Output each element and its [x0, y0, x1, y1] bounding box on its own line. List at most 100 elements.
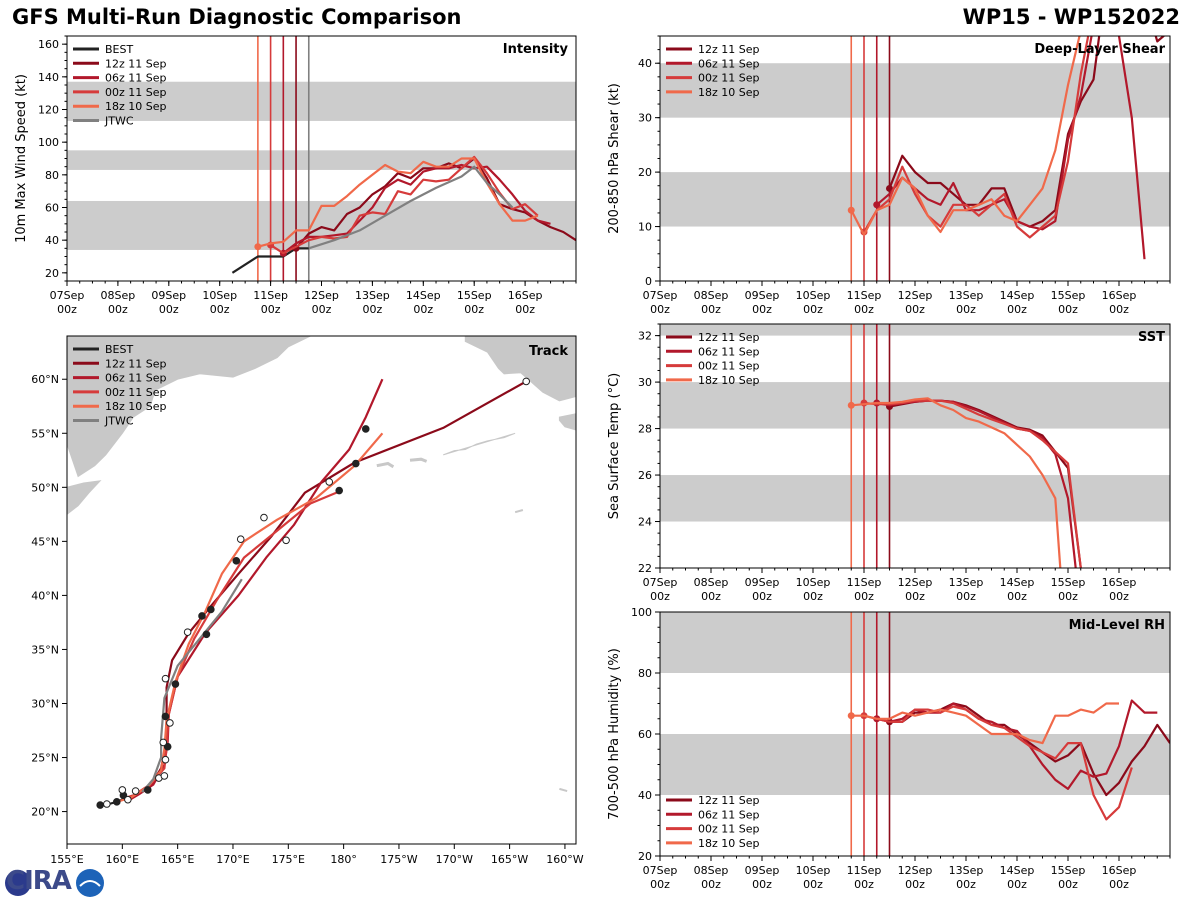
shaded-band: [660, 475, 1170, 522]
track-position-marker: [161, 712, 170, 721]
track-position-marker: [166, 719, 174, 727]
x-tick-sublabel: 00z: [1007, 878, 1027, 891]
series-line-run_06z_11sep: [876, 699, 1158, 791]
x-tick-sublabel: 00z: [108, 303, 128, 316]
x-tick-label: 09Sep: [745, 576, 780, 589]
track-line-run_18z_10sep: [119, 432, 384, 802]
shaded-band: [67, 81, 576, 121]
y-tick-label: 20: [638, 850, 652, 863]
series-line-run_00z_11sep: [863, 399, 1082, 568]
x-tick-sublabel: 00z: [650, 590, 670, 603]
track-position-marker: [171, 680, 180, 688]
x-tick-sublabel: 00z: [515, 303, 535, 316]
x-tick-label: 13Sep: [355, 289, 390, 302]
track-position-marker: [118, 786, 127, 794]
x-tick-label: 165°E: [161, 853, 194, 866]
init-marker-run_18z_10sep: [847, 712, 855, 720]
land-mass: [443, 432, 516, 456]
legend-label: 12z 11 Sep: [698, 794, 760, 807]
track-line-jtwc: [141, 578, 243, 793]
track-position-marker: [112, 798, 121, 806]
x-tick-sublabel: 00z: [905, 590, 925, 603]
x-tick-label: 10Sep: [796, 864, 831, 877]
track-position-marker: [352, 459, 360, 468]
series-line-run_18z_10sep: [851, 702, 1119, 745]
y-tick-label: 45°N: [31, 535, 59, 548]
track-position-marker: [183, 628, 192, 636]
x-tick-label: 11Sep: [253, 289, 288, 302]
legend-label: 06z 11 Sep: [698, 808, 760, 821]
x-tick-label: 13Sep: [949, 289, 984, 302]
x-tick-label: 07Sep: [643, 289, 678, 302]
rh-panel: 2040608010007Sep00z08Sep00z09Sep00z10Sep…: [607, 606, 1171, 891]
island: [514, 509, 524, 514]
y-tick-label: 10: [638, 221, 652, 234]
y-tick-label: 140: [38, 71, 59, 84]
legend-label: 00z 11 Sep: [698, 360, 760, 373]
legend-label: 06z 11 Sep: [105, 72, 167, 85]
x-tick-label: 12Sep: [898, 289, 933, 302]
x-tick-sublabel: 00z: [1109, 878, 1129, 891]
logo-globe: [5, 870, 31, 896]
y-tick-label: 28: [638, 423, 652, 436]
shaded-band: [67, 200, 576, 250]
panel-title: Deep-Layer Shear: [1034, 42, 1165, 57]
x-tick-label: 10Sep: [796, 289, 831, 302]
y-tick-label: 60: [45, 202, 59, 215]
track-position-marker: [198, 612, 206, 620]
x-tick-sublabel: 00z: [363, 303, 383, 316]
x-tick-sublabel: 00z: [650, 303, 670, 316]
x-tick-label: 10Sep: [202, 289, 237, 302]
x-tick-label: 09Sep: [151, 289, 186, 302]
y-tick-label: 40: [45, 234, 59, 247]
y-tick-label: 80: [638, 667, 652, 680]
track-position-marker: [202, 630, 211, 639]
track-line-run_00z_11sep: [121, 489, 342, 800]
y-tick-label: 30: [638, 376, 652, 389]
x-tick-sublabel: 00z: [956, 878, 976, 891]
x-tick-label: 14Sep: [406, 289, 441, 302]
storm-id-title: WP15 - WP152022: [962, 5, 1180, 29]
x-tick-label: 11Sep: [847, 576, 882, 589]
x-tick-label: 16Sep: [1102, 289, 1137, 302]
x-tick-label: 07Sep: [643, 864, 678, 877]
legend-label: JTWC: [104, 115, 134, 128]
shaded-band: [660, 734, 1170, 795]
track-position-marker: [159, 738, 168, 747]
y-tick-label: 50°N: [31, 481, 59, 494]
island: [559, 787, 568, 793]
y-tick-label: 26: [638, 469, 652, 482]
y-tick-label: 100: [631, 606, 652, 619]
track-position-marker: [325, 478, 334, 486]
legend-label: BEST: [105, 43, 133, 56]
x-tick-sublabel: 00z: [905, 303, 925, 316]
x-tick-sublabel: 00z: [159, 303, 179, 316]
track-position-marker: [282, 536, 290, 545]
x-tick-label: 11Sep: [847, 289, 882, 302]
x-tick-label: 08Sep: [694, 289, 729, 302]
shaded-band: [660, 382, 1170, 429]
x-tick-sublabel: 00z: [752, 878, 772, 891]
track-position-marker: [124, 795, 132, 804]
y-tick-label: 35°N: [31, 643, 59, 656]
x-tick-label: 14Sep: [1000, 864, 1035, 877]
x-tick-sublabel: 00z: [956, 303, 976, 316]
x-tick-sublabel: 00z: [752, 590, 772, 603]
legend-label: 00z 11 Sep: [698, 823, 760, 836]
track-position-marker: [361, 425, 370, 433]
legend-label: 18z 10 Sep: [698, 837, 760, 850]
legend-label: 18z 10 Sep: [698, 86, 760, 99]
shaded-band: [660, 172, 1170, 227]
track-position-marker: [232, 557, 241, 565]
sst-panel: 22242628303207Sep00z08Sep00z09Sep00z10Se…: [607, 323, 1171, 603]
land-mass: [67, 336, 311, 478]
y-tick-label: 32: [638, 330, 652, 343]
land-mass: [409, 457, 428, 463]
land-mass: [464, 336, 576, 402]
x-tick-label: 09Sep: [745, 864, 780, 877]
shaded-band: [67, 150, 576, 170]
x-tick-label: 14Sep: [1000, 289, 1035, 302]
x-tick-sublabel: 00z: [803, 303, 823, 316]
logo-wave: [79, 880, 101, 887]
x-tick-sublabel: 00z: [1058, 878, 1078, 891]
